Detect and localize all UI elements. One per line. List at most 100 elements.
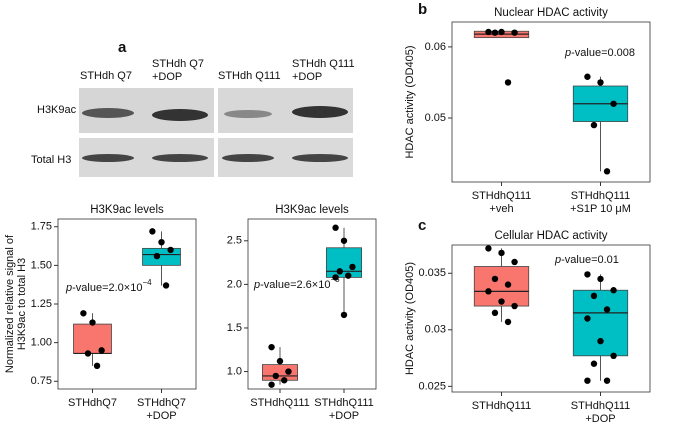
annotation-text: -value=0.01 bbox=[561, 254, 619, 266]
data-point bbox=[511, 302, 518, 310]
x-tick-label: STHdhQ7 bbox=[68, 397, 117, 409]
y-tick-label: 1.0 bbox=[227, 365, 242, 377]
data-point bbox=[285, 368, 292, 375]
y-tick-label: 0.03 bbox=[425, 324, 446, 336]
x-tick-label: STHdhQ7 bbox=[137, 397, 186, 409]
lane-label: STHdh Q7 bbox=[152, 58, 204, 70]
data-point bbox=[153, 252, 161, 260]
data-point bbox=[485, 288, 492, 295]
annotation-text: -value=2.0×10 bbox=[72, 282, 142, 294]
box bbox=[261, 364, 298, 381]
plot-frame bbox=[451, 244, 651, 393]
y-tick-label: 0.75 bbox=[31, 375, 52, 387]
x-tick-label: +DOP bbox=[329, 410, 359, 422]
data-point bbox=[332, 274, 339, 281]
data-point bbox=[167, 246, 174, 254]
annotation-text: -value=0.008 bbox=[571, 47, 635, 59]
x-tick-label: +DOP bbox=[585, 413, 615, 425]
data-point bbox=[162, 282, 170, 289]
data-point bbox=[511, 29, 518, 36]
chart-title: Cellular HDAC activity bbox=[494, 230, 607, 242]
annotation-italic: p bbox=[554, 254, 561, 266]
data-point bbox=[491, 29, 499, 36]
x-tick-label: STHdhQ111 bbox=[571, 190, 631, 202]
data-point bbox=[89, 319, 96, 326]
y-tick-label: 1.75 bbox=[31, 221, 52, 233]
data-point bbox=[590, 360, 598, 367]
data-point bbox=[336, 268, 343, 275]
lane-label: +DOP bbox=[292, 71, 322, 83]
data-point bbox=[584, 315, 591, 322]
data-point bbox=[584, 377, 591, 384]
x-tick-label: +S1P 10 μM bbox=[570, 203, 631, 215]
data-point bbox=[485, 245, 492, 252]
data-point bbox=[149, 228, 156, 235]
data-point bbox=[504, 79, 512, 86]
data-point bbox=[590, 121, 598, 129]
annotation-italic: p bbox=[65, 282, 72, 294]
x-tick-label: STHdhQ111 bbox=[571, 400, 631, 412]
annotation-text: -value=2.6×10 bbox=[260, 279, 330, 291]
annotation: p-value=0.008 bbox=[564, 47, 635, 59]
data-point bbox=[340, 237, 348, 244]
data-point bbox=[491, 309, 499, 317]
chart-title: H3K9ac levels bbox=[275, 204, 349, 216]
data-point bbox=[84, 350, 92, 357]
y-tick-label: 0.025 bbox=[418, 380, 446, 392]
data-point bbox=[597, 337, 604, 345]
data-point bbox=[268, 343, 275, 351]
data-point bbox=[349, 263, 356, 271]
data-point bbox=[584, 271, 591, 278]
lane-label: STHdh Q111 bbox=[292, 58, 355, 70]
data-point bbox=[597, 79, 604, 86]
data-point bbox=[340, 311, 348, 319]
annotation-italic: p bbox=[564, 47, 571, 59]
data-point bbox=[276, 357, 284, 365]
data-point bbox=[610, 100, 617, 107]
data-point bbox=[504, 281, 512, 288]
data-point bbox=[491, 275, 499, 283]
data-point bbox=[345, 272, 352, 279]
data-point bbox=[98, 347, 105, 354]
data-point bbox=[590, 292, 598, 300]
panel-letter: a bbox=[118, 39, 127, 56]
data-point bbox=[584, 73, 591, 80]
chart-title: Nuclear HDAC activity bbox=[494, 7, 608, 19]
data-point bbox=[485, 28, 492, 36]
y-axis-label: HDAC activity (OD405) bbox=[404, 45, 416, 158]
lane-label: STHdh Q7 bbox=[80, 70, 132, 82]
data-point bbox=[80, 310, 87, 317]
y-tick-label: 1.00 bbox=[31, 337, 52, 349]
y-tick-label: 1.5 bbox=[227, 322, 242, 334]
y-tick-label: 1.25 bbox=[31, 298, 52, 310]
data-point bbox=[498, 298, 505, 305]
y-axis-label: Normalized relative signal of bbox=[4, 234, 16, 373]
data-point bbox=[603, 306, 611, 313]
data-point bbox=[93, 362, 101, 370]
blot bbox=[79, 88, 353, 177]
data-point bbox=[272, 372, 279, 380]
data-point bbox=[498, 249, 505, 257]
data-point bbox=[511, 258, 518, 266]
y-tick-label: 2.5 bbox=[227, 235, 242, 247]
panel-letter: c bbox=[418, 217, 426, 234]
data-point bbox=[610, 287, 617, 294]
annotation: p-value=2.6×10−5 bbox=[253, 275, 340, 291]
plot-frame bbox=[57, 218, 197, 390]
chart-title: H3K9ac levels bbox=[90, 204, 164, 216]
data-point bbox=[498, 28, 505, 36]
annotation-italic: p bbox=[253, 279, 260, 291]
x-tick-label: STHdhQ111 bbox=[250, 397, 310, 409]
plot-frame bbox=[247, 218, 377, 390]
annotation-sup: −4 bbox=[142, 278, 152, 287]
plot-frame bbox=[451, 21, 651, 183]
lane-label: STHdh Q111 bbox=[218, 70, 281, 82]
y-axis-label: HDAC activity (OD405) bbox=[404, 262, 416, 375]
annotation: p-value=0.01 bbox=[554, 254, 619, 266]
y-tick-label: 0.05 bbox=[425, 112, 446, 124]
y-tick-label: 0.06 bbox=[425, 41, 446, 53]
data-point bbox=[603, 168, 611, 175]
x-tick-label: STHdhQ111 bbox=[472, 190, 532, 202]
x-tick-label: +veh bbox=[489, 203, 513, 215]
